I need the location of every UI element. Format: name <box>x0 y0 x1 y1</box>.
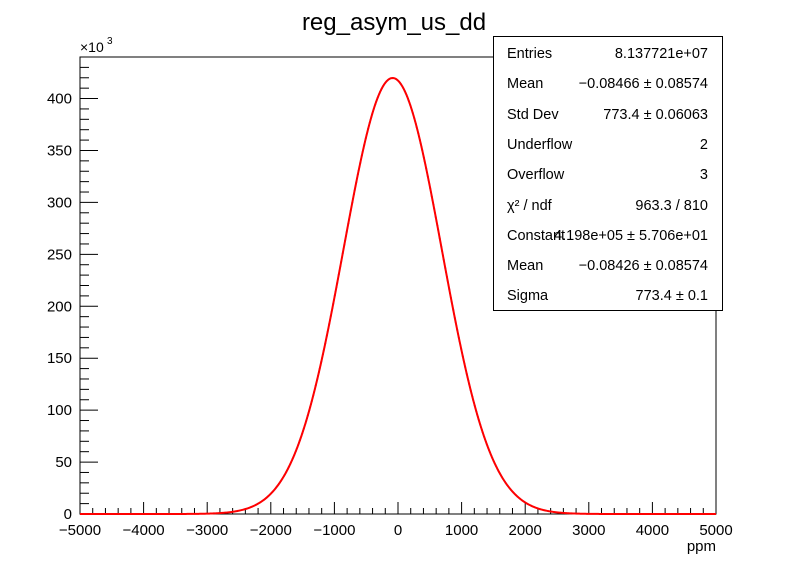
stats-value: 963.3 / 810 <box>635 197 708 214</box>
y-tick-label: 250 <box>47 246 72 263</box>
stats-label: Constant <box>507 227 566 244</box>
y-tick-label: 400 <box>47 91 72 108</box>
stats-label: χ² / ndf <box>507 197 552 214</box>
stats-row: Mean −0.08426 ± 0.08574 <box>494 252 722 282</box>
stats-value: 773.4 ± 0.06063 <box>603 106 708 123</box>
x-axis: −5000 −4000 −3000 −2000 −1000 0 1000 2000 3000 40… <box>59 502 733 539</box>
x-tick-label: 0 <box>394 522 402 539</box>
stats-row: Std Dev 773.4 ± 0.06063 <box>494 101 722 131</box>
x-tick-label: −4000 <box>123 522 165 539</box>
y-tick-label: 50 <box>55 454 72 471</box>
stats-label: Entries <box>507 46 553 62</box>
x-tick-label: 3000 <box>572 522 605 539</box>
stats-value: −0.08466 ± 0.08574 <box>578 76 708 93</box>
y-axis: 0 50 100 150 200 250 300 350 400 <box>47 56 98 523</box>
x-tick-label: −2000 <box>250 522 292 539</box>
x-tick-label: 4000 <box>636 522 669 539</box>
stats-value: 2 <box>699 136 708 153</box>
stats-label: Underflow <box>507 136 573 153</box>
stats-label: Std Dev <box>507 106 559 123</box>
x-tick-label: 5000 <box>699 522 732 539</box>
stats-row: Entries 8.137721e+07 <box>494 40 722 70</box>
stats-row: Mean −0.08466 ± 0.08574 <box>494 70 722 100</box>
stats-row: χ² / ndf 963.3 / 810 <box>494 192 722 222</box>
stats-value: 773.4 ± 0.1 <box>635 288 708 305</box>
y-exponent-base: ×10 <box>80 39 104 55</box>
x-tick-label: 1000 <box>445 522 478 539</box>
stats-value: 3 <box>699 167 708 184</box>
y-tick-label: 100 <box>47 402 72 419</box>
x-tick-label: −1000 <box>313 522 355 539</box>
stats-row: Overflow 3 <box>494 161 722 191</box>
fit-curve <box>80 76 716 515</box>
y-exponent-power: 3 <box>107 36 113 47</box>
stats-label: Mean <box>507 76 544 93</box>
stats-label: Sigma <box>507 288 549 305</box>
stats-box: Entries 8.137721e+07 Mean −0.08466 ± 0.0857… <box>493 36 723 311</box>
chart-title: reg_asym_us_dd <box>302 9 486 36</box>
y-tick-label: 150 <box>47 350 72 367</box>
y-tick-label: 200 <box>47 298 72 315</box>
x-tick-label: −5000 <box>59 522 101 539</box>
stats-row: Sigma 773.4 ± 0.1 <box>494 282 722 312</box>
y-tick-label: 0 <box>64 506 72 523</box>
stats-value: 8.137721e+07 <box>614 46 708 62</box>
x-tick-label: −3000 <box>186 522 228 539</box>
stats-value: −0.08426 ± 0.08574 <box>578 258 708 275</box>
y-tick-label: 300 <box>47 194 72 211</box>
y-tick-label: 350 <box>47 142 72 159</box>
stats-value: 4.198e+05 ± 5.706e+01 <box>554 227 708 244</box>
stats-label: Mean <box>507 258 544 275</box>
stats-row: Constant 4.198e+05 ± 5.706e+01 <box>494 222 722 252</box>
stats-label: Overflow <box>507 167 565 184</box>
x-axis-label: ppm <box>687 538 716 555</box>
x-tick-label: 2000 <box>509 522 542 539</box>
stats-row: Underflow 2 <box>494 131 722 161</box>
